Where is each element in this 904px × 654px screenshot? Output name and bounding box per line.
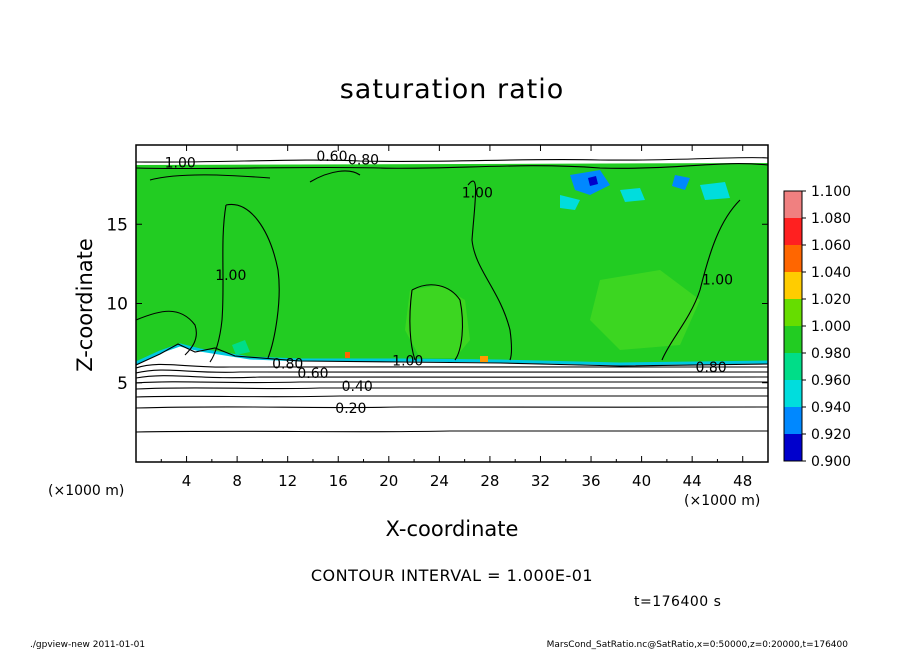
x-tick-label: 8 (232, 472, 242, 490)
contour-label: 1.00 (392, 354, 423, 370)
colorbar-swatch (784, 326, 802, 353)
contour-label: 0.40 (342, 379, 373, 395)
colorbar-swatch (784, 407, 802, 434)
x-tick-label: 20 (379, 472, 398, 490)
colorbar-swatch (784, 245, 802, 272)
contour-label: 1.00 (702, 273, 733, 289)
x-axis-ticks: 4 8 12 16 20 24 28 32 36 40 44 48 (160, 145, 752, 490)
contour-interval: CONTOUR INTERVAL = 1.000E-01 (310, 566, 594, 585)
contour-label: 0.60 (316, 149, 347, 165)
contour-lines (136, 156, 768, 433)
x-axis-label: X-coordinate (386, 517, 519, 541)
colorbar-swatch (784, 218, 802, 245)
colorbar-swatch (784, 299, 802, 326)
colorbar: 1.100 1.080 1.060 1.040 1.020 1.000 0.980 0.960… (783, 184, 851, 470)
x-tick-label: 44 (683, 472, 702, 490)
contour-label: 0.80 (348, 152, 379, 168)
x-tick-label: 16 (329, 472, 348, 490)
dry-top-band (136, 145, 768, 162)
footer-left: ./gpview-new 2011-01-01 (30, 640, 146, 650)
y-axis-label: Z-coordinate (73, 238, 97, 372)
saturation-field (136, 145, 768, 462)
y-tick-label: 15 (106, 215, 128, 235)
contour-label: 1.00 (462, 186, 493, 202)
time-label: t=176400 s (634, 594, 722, 610)
x-tick-label: 28 (480, 472, 499, 490)
x-axis-unit: (×1000 m) (684, 493, 760, 509)
y-axis-ticks: 5 10 15 (106, 215, 768, 394)
contour-label: 1.00 (165, 155, 196, 171)
contour-label: 1.00 (215, 268, 246, 284)
colorbar-label: 0.940 (811, 400, 851, 416)
colorbar-label: 1.060 (811, 238, 851, 254)
x-tick-label: 4 (182, 472, 192, 490)
colorbar-swatch (784, 272, 802, 299)
colorbar-label: 0.980 (811, 346, 851, 362)
colorbar-label: 1.020 (811, 292, 851, 308)
colorbar-label: 1.000 (811, 319, 851, 335)
colorbar-label: 0.920 (811, 427, 851, 443)
contour-label: 0.20 (335, 401, 366, 417)
chart-title: saturation ratio (339, 74, 565, 105)
colorbar-swatch (784, 380, 802, 407)
x-tick-label: 36 (581, 472, 600, 490)
colorbar-swatch (784, 434, 802, 461)
colorbar-swatch (784, 353, 802, 380)
x-tick-label: 24 (430, 472, 449, 490)
colorbar-label: 0.960 (811, 373, 851, 389)
colorbar-label: 1.080 (811, 211, 851, 227)
supersaturated-patch (405, 285, 470, 358)
contour-label: 0.80 (696, 360, 727, 376)
contour-labels: 0.200.400.600.80 1.00 0.801.00 1.001.000.60… (165, 149, 733, 417)
colorbar-swatch (784, 191, 802, 218)
y-tick-label: 5 (117, 374, 128, 394)
x-tick-label: 48 (733, 472, 752, 490)
colorbar-label: 1.040 (811, 265, 851, 281)
supersaturated-patch (590, 270, 700, 350)
x-tick-label: 32 (531, 472, 550, 490)
y-axis-unit: (×1000 m) (48, 483, 124, 499)
x-tick-label: 12 (278, 472, 297, 490)
x-tick-label: 40 (632, 472, 651, 490)
footer-right: MarsCond_SatRatio.nc@SatRatio,x=0:50000,… (546, 640, 848, 650)
colorbar-label: 0.900 (811, 454, 851, 470)
colorbar-label: 1.100 (811, 184, 851, 200)
contour-label: 0.60 (297, 366, 328, 382)
contour-label: 0.80 (272, 357, 303, 373)
subsaturated-patches (232, 170, 730, 362)
y-tick-label: 10 (106, 295, 128, 315)
